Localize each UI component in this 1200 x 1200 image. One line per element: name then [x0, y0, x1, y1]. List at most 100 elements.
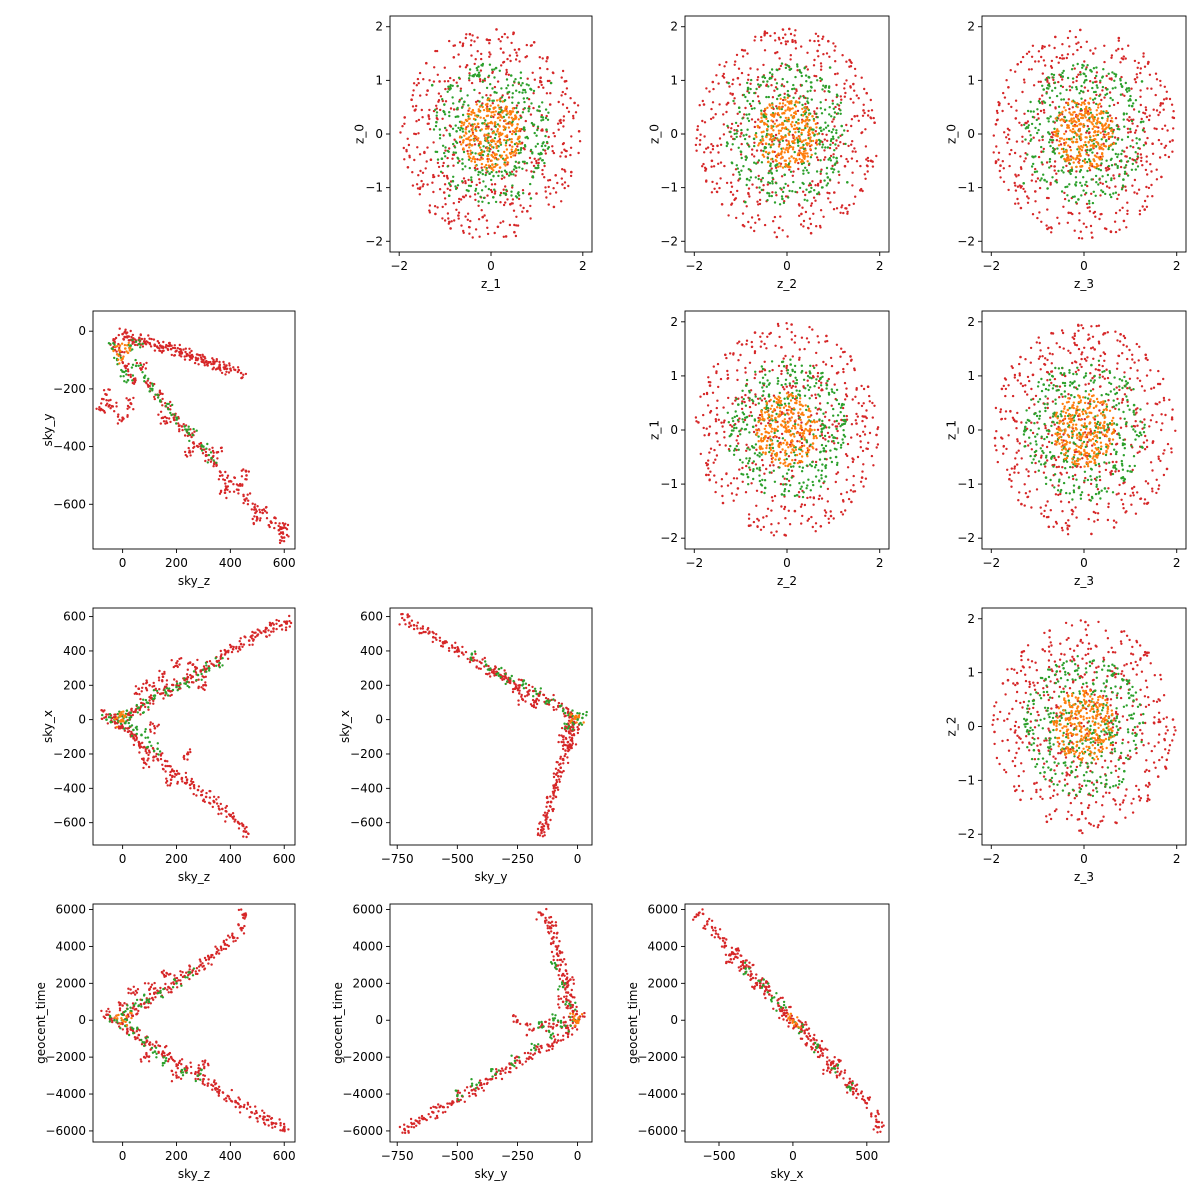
scatter-point [483, 165, 486, 169]
scatter-point [1066, 185, 1069, 188]
scatter-point [188, 351, 192, 354]
scatter-point [487, 135, 490, 139]
scatter-point [476, 36, 479, 39]
scatter-point [716, 440, 719, 443]
scatter-point [763, 112, 767, 115]
scatter-point [118, 362, 121, 365]
scatter-point [1085, 202, 1089, 206]
scatter-point [148, 337, 151, 340]
scatter-point [1061, 54, 1064, 57]
scatter-point [794, 47, 798, 50]
scatter-point [540, 80, 543, 84]
scatter-point [468, 72, 471, 75]
scatter-point [857, 119, 860, 123]
scatter-point [1037, 128, 1040, 132]
scatter-point [437, 165, 441, 169]
scatter-point [1051, 89, 1054, 92]
scatter-point [503, 150, 506, 154]
scatter-point [1048, 96, 1052, 100]
scatter-point [466, 152, 470, 155]
scatter-point [524, 119, 527, 123]
scatter-point [809, 231, 813, 235]
y-tick-label: 0 [967, 127, 975, 141]
scatter-point [827, 129, 831, 133]
scatter-point [734, 60, 737, 63]
scatter-point [1088, 206, 1091, 209]
scatter-point [747, 91, 751, 95]
scatter-point [705, 87, 708, 90]
scatter-point [748, 195, 751, 198]
scatter-point [846, 466, 850, 469]
scatter-point [244, 469, 247, 472]
scatter-point [495, 28, 498, 31]
scatter-point [842, 370, 845, 374]
scatter-point [495, 171, 498, 174]
scatter-point [417, 82, 420, 85]
scatter-point [1125, 226, 1128, 229]
scatter-point [465, 33, 468, 36]
scatter-point [471, 108, 475, 112]
scatter-point [180, 425, 184, 428]
scatter-point [545, 60, 548, 63]
scatter-point [792, 83, 795, 87]
scatter-point [1019, 60, 1023, 64]
scatter-point [484, 119, 487, 122]
scatter-point [763, 34, 766, 37]
scatter-point [1075, 170, 1078, 173]
scatter-point [1128, 116, 1131, 119]
scatter-point [428, 79, 431, 82]
scatter-point [706, 404, 710, 407]
scatter-point [1079, 45, 1083, 49]
scatter-point [995, 160, 998, 163]
scatter-point [540, 159, 544, 162]
scatter-point [1021, 55, 1025, 59]
scatter-point [489, 53, 492, 56]
scatter-point [837, 170, 840, 173]
scatter-point [488, 99, 491, 102]
scatter-point [773, 32, 776, 35]
scatter-point [709, 447, 713, 450]
scatter-point [1063, 158, 1066, 161]
scatter-point [419, 169, 422, 173]
scatter-point [1122, 219, 1126, 223]
scatter-point [777, 364, 781, 368]
scatter-point [564, 155, 568, 158]
scatter-point [783, 388, 786, 391]
scatter-point [756, 517, 759, 521]
scatter-point [784, 40, 787, 43]
scatter-point [1150, 170, 1153, 173]
scatter-point [703, 151, 706, 154]
scatter-point [1093, 117, 1096, 121]
scatter-point [754, 120, 757, 124]
scatter-point [777, 114, 781, 117]
scatter-point [518, 60, 521, 63]
scatter-point [572, 117, 575, 120]
scatter-point [787, 509, 790, 512]
scatter-point [756, 214, 760, 217]
scatter-point [761, 458, 764, 462]
scatter-point [1045, 180, 1049, 183]
scatter-point [453, 219, 456, 222]
scatter-point [714, 481, 718, 484]
scatter-point [1064, 109, 1067, 112]
scatter-point [148, 390, 151, 393]
scatter-point [725, 144, 728, 148]
scatter-point [102, 389, 106, 392]
scatter-point [818, 402, 822, 405]
scatter-point [1053, 169, 1056, 172]
scatter-point [131, 338, 134, 342]
scatter-point [457, 53, 460, 56]
scatter-point [406, 137, 409, 140]
scatter-point [768, 419, 771, 422]
scatter-point [467, 184, 471, 187]
scatter-point [1018, 184, 1021, 187]
scatter-point [1082, 159, 1086, 162]
scatter-point [865, 158, 868, 161]
scatter-point [1092, 101, 1095, 104]
scatter-point [1008, 153, 1011, 156]
scatter-point [845, 60, 848, 63]
scatter-point [804, 193, 807, 197]
scatter-point [754, 463, 758, 466]
scatter-point [1139, 121, 1143, 124]
scatter-point [797, 130, 800, 133]
